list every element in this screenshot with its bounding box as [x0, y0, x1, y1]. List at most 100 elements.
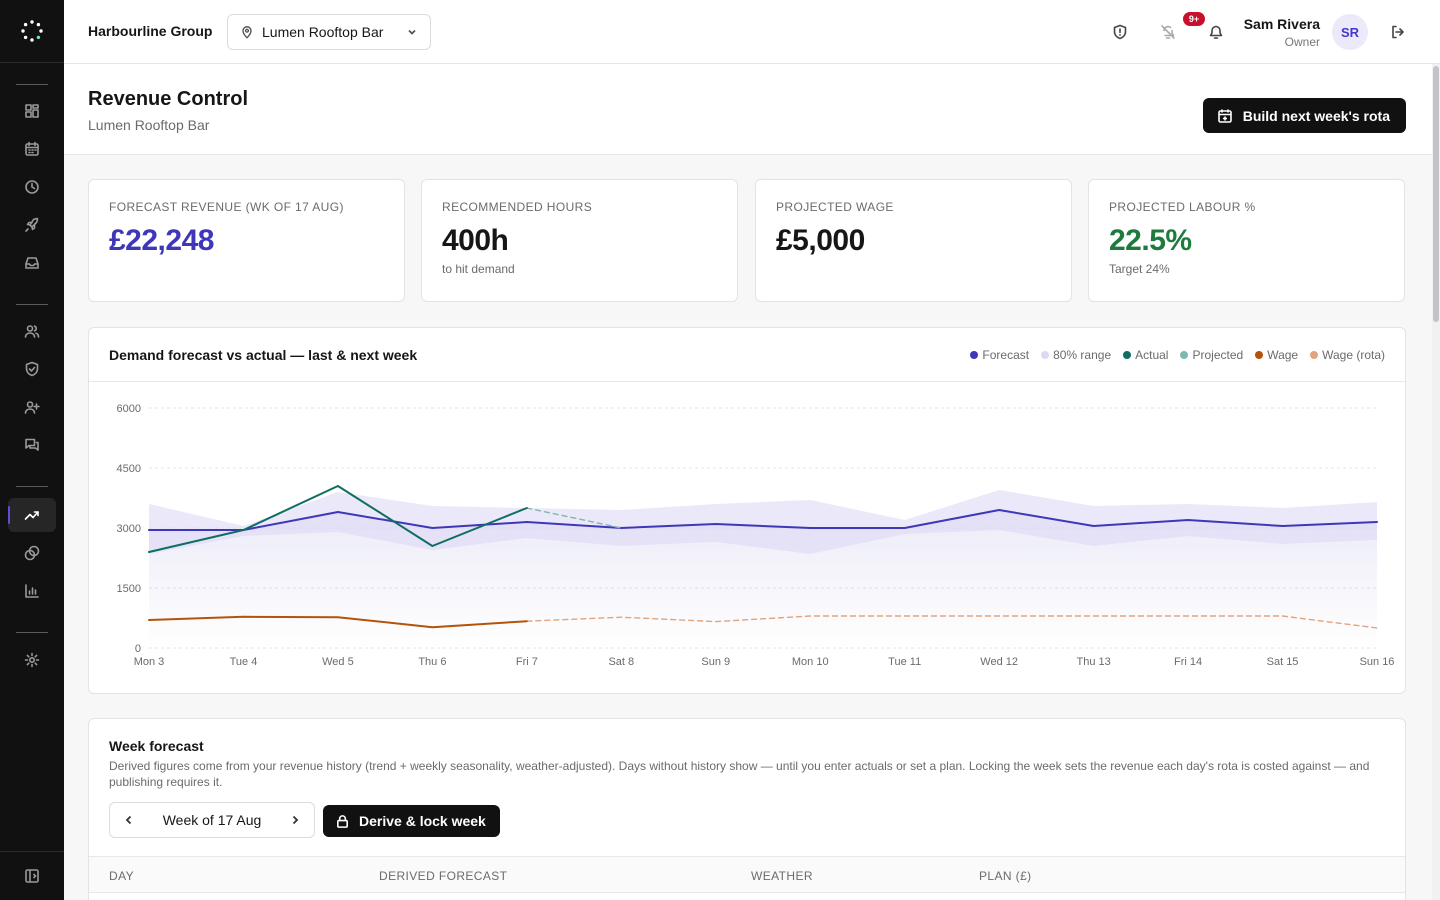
logo-icon — [21, 20, 43, 42]
sidebar-item-settings[interactable] — [8, 643, 56, 677]
legend-item-forecast[interactable]: Forecast — [970, 348, 1029, 362]
y-tick-label: 3000 — [117, 523, 141, 535]
messages-icon — [25, 438, 39, 451]
sidebar-divider — [16, 632, 48, 633]
sidebar-item-calendar[interactable] — [8, 132, 56, 166]
legend-dot — [1310, 351, 1319, 359]
org-name[interactable]: Harbourline Group — [88, 23, 213, 39]
dashboard-icon — [25, 104, 39, 118]
y-tick-label: 0 — [135, 643, 141, 655]
x-tick-label: Sun 16 — [1360, 656, 1395, 668]
legend-dot — [1255, 351, 1264, 359]
sidebar-divider — [16, 84, 48, 85]
users-icon — [24, 325, 40, 338]
venue-select[interactable]: Lumen Rooftop Bar — [227, 14, 431, 50]
week-forecast-title: Week forecast — [109, 738, 204, 754]
legend-item-range[interactable]: 80% range — [1041, 348, 1111, 362]
legend-item-wage-rota[interactable]: Wage (rota) — [1310, 348, 1385, 362]
logo[interactable] — [0, 0, 64, 63]
sidebar-item-launch[interactable] — [8, 208, 56, 242]
legend-item-projected[interactable]: Projected — [1180, 348, 1243, 362]
logout-button[interactable] — [1386, 20, 1410, 44]
stat-value: £5,000 — [776, 224, 865, 257]
mute-notifications-button[interactable] — [1156, 20, 1180, 44]
sidebar-item-reports[interactable] — [8, 574, 56, 608]
bell-off-icon — [1161, 25, 1175, 39]
clock-icon — [25, 180, 39, 194]
column-header-weather[interactable]: Weather — [751, 869, 813, 883]
column-header-derived-forecast[interactable]: Derived forecast — [379, 869, 508, 883]
shield-check-icon — [25, 361, 39, 377]
wage-line — [148, 615, 528, 629]
demand-chart: 0 1500 3000 4500 6000 Mon 3 Tue 4 Wed 5 Thu 6 Fri… — [117, 403, 1395, 668]
legend-dot — [1123, 351, 1132, 359]
wage-rota-line — [526, 615, 1378, 629]
sidebar-item-dashboard[interactable] — [8, 94, 56, 128]
stat-card-projected-wage: Projected wage £5,000 — [755, 179, 1072, 302]
column-header-day[interactable]: Day — [109, 869, 134, 883]
week-label: Week of 17 Aug — [162, 812, 262, 828]
sidebar-item-timesheets[interactable] — [8, 170, 56, 204]
sidebar-item-inbox[interactable] — [8, 246, 56, 280]
legend-label: 80% range — [1053, 348, 1112, 362]
legend-item-actual[interactable]: Actual — [1123, 348, 1168, 362]
user-role: Owner — [1284, 35, 1320, 49]
legend-item-wage[interactable]: Wage — [1255, 348, 1298, 362]
stat-label: Projected wage — [776, 200, 894, 214]
sidebar-item-revenue[interactable] — [8, 498, 56, 532]
bar-chart-icon — [25, 584, 39, 598]
page-title: Revenue Control — [88, 88, 249, 110]
x-tick-label: Sun 9 — [701, 656, 730, 668]
calendar-icon — [25, 141, 39, 156]
demand-chart-card: Demand forecast vs actual — last & next … — [88, 327, 1406, 694]
week-table-header: Day Derived forecast Weather Plan (£) — [89, 856, 1405, 893]
avatar[interactable]: SR — [1332, 14, 1368, 50]
stat-label: Projected labour % — [1109, 200, 1256, 214]
user-name: Sam Rivera — [1243, 16, 1320, 32]
sidebar-item-payments[interactable] — [8, 536, 56, 570]
stat-value: 400h — [442, 224, 509, 257]
legend-label: Actual — [1135, 348, 1169, 362]
sidebar-item-hiring[interactable] — [8, 390, 56, 424]
x-tick-label: Fri 14 — [1174, 656, 1202, 668]
legend-label: Wage (rota) — [1322, 348, 1385, 362]
legend-label: Wage — [1267, 348, 1299, 362]
sidebar-item-messages[interactable] — [8, 428, 56, 462]
derive-lock-week-button[interactable]: Derive & lock week — [323, 805, 500, 837]
column-header-plan[interactable]: Plan (£) — [979, 869, 1032, 883]
derive-lock-label: Derive & lock week — [359, 813, 486, 829]
chevron-left-icon[interactable] — [122, 813, 136, 827]
legend-label: Projected — [1192, 348, 1244, 362]
calendar-plus-icon — [1217, 109, 1232, 123]
stat-note: Target 24% — [1109, 262, 1170, 276]
chart-header: Demand forecast vs actual — last & next … — [89, 328, 1405, 382]
alerts-badge: 9+ — [1183, 12, 1205, 26]
x-tick-label: Wed 5 — [322, 656, 354, 668]
chevron-right-icon[interactable] — [288, 813, 302, 827]
stat-card-recommended-hours: Recommended hours 400h to hit demand — [421, 179, 738, 302]
scrollbar-track[interactable] — [1432, 64, 1440, 900]
build-rota-label: Build next week's rota — [1242, 107, 1390, 124]
x-tick-label: Wed 12 — [980, 656, 1018, 668]
inbox-icon — [25, 257, 39, 269]
actual-line — [148, 485, 528, 553]
legend-label: Forecast — [982, 348, 1030, 362]
stat-note: to hit demand — [442, 262, 515, 276]
legend-dot — [1041, 351, 1050, 359]
sidebar-item-compliance[interactable] — [8, 352, 56, 386]
top-bar: Harbourline Group Lumen Rooftop Bar 9+ S… — [64, 0, 1440, 64]
x-tick-label: Fri 7 — [516, 656, 538, 668]
trending-up-icon — [24, 511, 39, 520]
venue-select-value: Lumen Rooftop Bar — [262, 24, 384, 40]
notifications-button[interactable] — [1204, 20, 1228, 44]
stat-label: Recommended hours — [442, 200, 593, 214]
user-plus-icon — [24, 401, 40, 414]
sidebar-item-people[interactable] — [8, 314, 56, 348]
x-tick-label: Tue 4 — [230, 656, 258, 668]
scrollbar-thumb[interactable] — [1433, 66, 1439, 322]
shield-alert-icon — [1113, 24, 1127, 40]
sidebar-collapse-toggle[interactable] — [0, 851, 64, 900]
x-tick-label: Tue 11 — [888, 656, 921, 668]
alerts-button[interactable] — [1108, 20, 1132, 44]
build-rota-button[interactable]: Build next week's rota — [1202, 98, 1406, 133]
